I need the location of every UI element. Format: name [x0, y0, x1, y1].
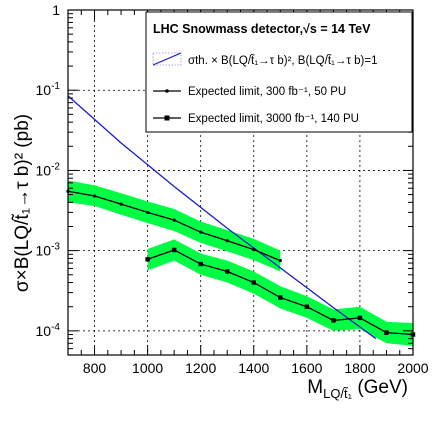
- x-tick-label: 2000: [397, 360, 428, 376]
- legend-marker: [165, 89, 169, 93]
- x-tick-label: 1600: [291, 360, 322, 376]
- y-axis-label: σ×B(LQ/t̃₁→τ b)² (pb): [11, 114, 33, 292]
- data-point: [146, 210, 150, 214]
- y-tick-label: 10-4: [36, 322, 61, 339]
- data-point: [198, 261, 203, 267]
- data-point: [119, 202, 123, 206]
- x-tick-label: 1400: [238, 360, 269, 376]
- data-point: [384, 330, 389, 335]
- data-point: [278, 259, 282, 263]
- y-tick-label: 10-1: [36, 81, 61, 98]
- legend-entry-label: σth. × B(LQ/t̃₁→τ b)², B(LQ/t̃₁→τ b)=1: [188, 54, 377, 67]
- y-tick-label: 10-3: [36, 242, 61, 259]
- x-tick-label: 1200: [185, 360, 216, 376]
- data-point: [225, 269, 230, 274]
- data-point: [145, 257, 150, 262]
- y-tick-label: 10-2: [36, 161, 61, 178]
- legend-theory-swatch: [152, 52, 182, 66]
- x-axis-label: MLQ/t̃₁ (GeV): [307, 377, 408, 401]
- theory-cross-section-line: [67, 95, 377, 340]
- data-point: [357, 315, 363, 321]
- y-tick-label: 1: [52, 2, 60, 18]
- legend-box: [145, 11, 413, 133]
- data-point: [251, 280, 256, 285]
- legend-theory-line: [152, 52, 182, 66]
- legend-marker: [164, 115, 170, 121]
- x-tick-label: 1800: [344, 360, 375, 376]
- data-point: [252, 248, 256, 252]
- data-point: [171, 247, 177, 253]
- data-point: [225, 239, 229, 243]
- data-point: [199, 230, 203, 234]
- data-point: [278, 295, 283, 300]
- legend: LHC Snowmass detector,√s = 14 TeV σth. ×…: [145, 11, 413, 133]
- chart-title: LHC Snowmass detector,√s = 14 TeV: [153, 22, 371, 36]
- tick-labels: 800 1000 1200 1400 1600 1800 2000 10-4 10-3 10-2 1…: [36, 2, 429, 376]
- data-point: [92, 194, 97, 198]
- data-point: [331, 318, 336, 323]
- x-tick-label: 800: [83, 360, 107, 376]
- data-point: [172, 218, 176, 222]
- legend-entry-label: Expected limit, 3000 fb⁻¹, 140 PU: [188, 113, 359, 125]
- data-point: [304, 304, 310, 309]
- x-tick-label: 1000: [132, 360, 163, 376]
- legend-entry-label: Expected limit, 300 fb⁻¹, 50 PU: [188, 86, 346, 98]
